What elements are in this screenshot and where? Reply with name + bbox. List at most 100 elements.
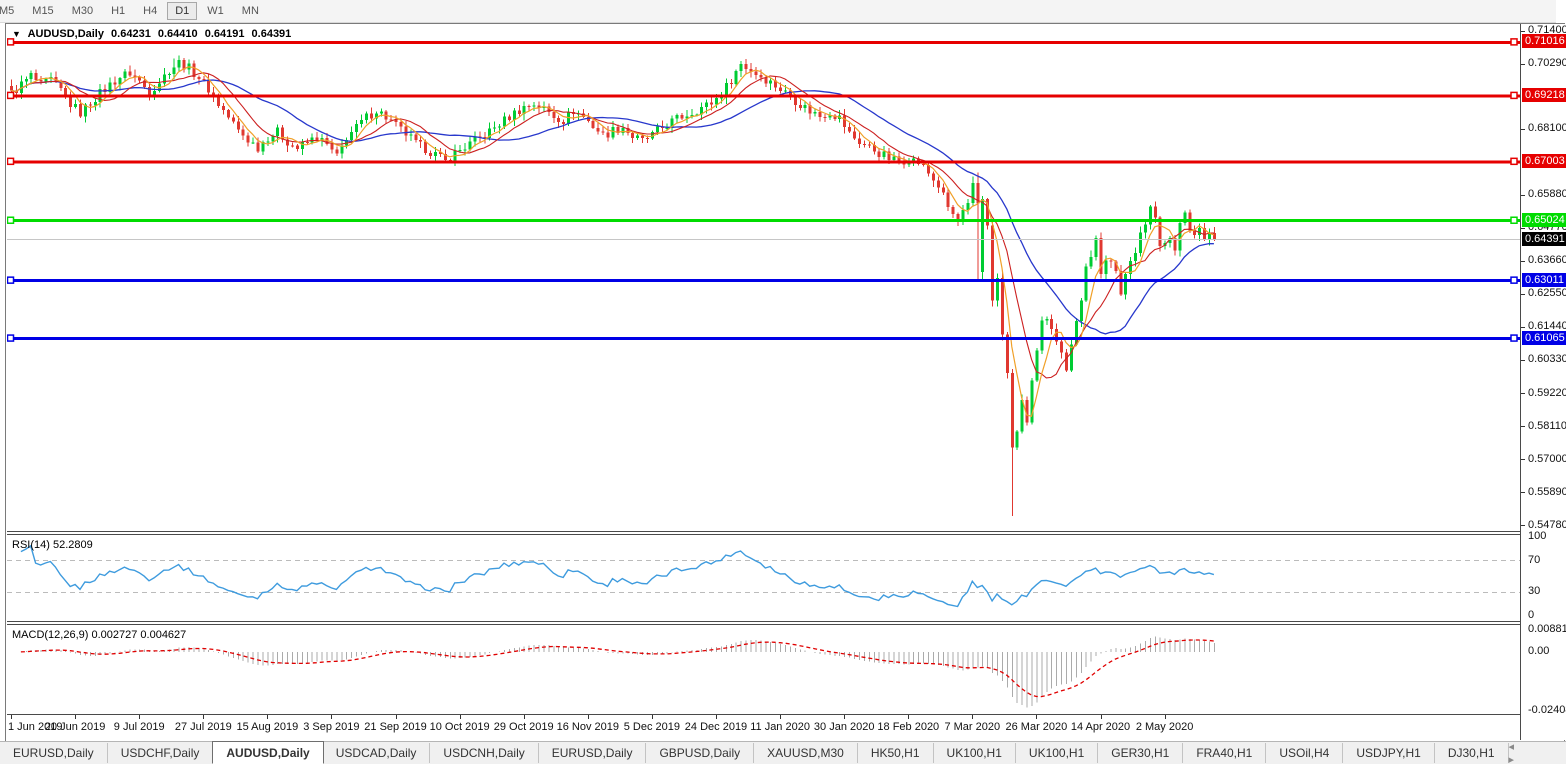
chart-tab-fra40-h1[interactable]: FRA40,H1 [1183, 743, 1267, 763]
price-tick-label: 0.57000 [1528, 452, 1566, 465]
candle-body [719, 97, 723, 99]
time-tick-label: 18 Feb 2020 [877, 721, 940, 733]
time-tick-mark [11, 715, 12, 719]
candle-body [951, 206, 955, 215]
time-tick-mark [459, 715, 461, 719]
pane-splitter[interactable] [7, 621, 1520, 622]
candle-body [887, 151, 891, 160]
candle-body [1138, 232, 1142, 253]
timeframe-button-d1[interactable]: D1 [167, 2, 198, 20]
horizontal-level-line[interactable] [7, 216, 1520, 224]
time-tick-mark [716, 715, 717, 719]
chart-tab-eurusd-daily[interactable]: EURUSD,Daily [0, 743, 108, 763]
candle-body [626, 128, 630, 133]
chart-tab-usdcnh-daily[interactable]: USDCNH,Daily [430, 743, 539, 763]
slow-ma-line[interactable] [10, 79, 1214, 335]
timeframe-button-m30[interactable]: M30 [71, 5, 94, 17]
timeframe-button-h4[interactable]: H4 [143, 5, 158, 17]
level-line-right-handle[interactable] [1510, 334, 1518, 342]
candle-body [108, 82, 112, 92]
level-line-left-handle[interactable] [7, 157, 15, 166]
candle-body [729, 82, 733, 84]
tab-scroll-arrows[interactable]: ◂ ▸ [1508, 741, 1529, 766]
chart-tab-eurusd-daily[interactable]: EURUSD,Daily [539, 743, 647, 763]
rsi-pane-canvas[interactable] [7, 535, 1520, 621]
time-tick-label: 27 Jul 2019 [174, 721, 232, 733]
chart-tab-usdchf-daily[interactable]: USDCHF,Daily [108, 743, 214, 763]
pane-splitter[interactable] [7, 534, 1520, 535]
pane-splitter[interactable] [7, 624, 1520, 625]
candle-body [424, 141, 428, 154]
chart-tab-uk100-h1[interactable]: UK100,H1 [1016, 743, 1099, 763]
time-tick-label: 10 Oct 2019 [429, 721, 490, 733]
level-line-left-handle[interactable] [7, 216, 15, 224]
timeframe-button-mn[interactable]: MN [241, 5, 259, 17]
candle-body [981, 199, 985, 273]
level-line-left-handle[interactable] [7, 276, 15, 284]
price-tick-label: 0.68100 [1528, 122, 1566, 135]
horizontal-level-line[interactable] [7, 38, 1520, 46]
level-line-left-handle[interactable] [7, 91, 15, 100]
candle-body [182, 59, 186, 70]
level-line-right-handle[interactable] [1510, 216, 1518, 224]
candle-body [93, 102, 97, 106]
level-line-right-handle[interactable] [1510, 157, 1518, 166]
candle-body [1114, 261, 1118, 271]
horizontal-level-line[interactable] [7, 276, 1520, 284]
price-tick-mark [1521, 194, 1525, 196]
macd-histogram [20, 636, 1215, 708]
level-line-left-handle[interactable] [7, 334, 15, 342]
chart-tab-xauusd-m30[interactable]: XAUUSD,M30 [754, 743, 858, 763]
horizontal-level-line[interactable] [7, 334, 1520, 342]
price-tick-mark [1521, 326, 1525, 328]
mid-ma-line[interactable] [10, 72, 1214, 379]
price-axis[interactable]: 0.71400 0.70290 0.68100 0.65880 0.64770 0.636… [1520, 24, 1566, 740]
chart-tab-usdcad-daily[interactable]: USDCAD,Daily [323, 743, 431, 763]
candle-body [286, 139, 290, 146]
candle-body [833, 115, 837, 119]
one-click-trading-icon[interactable]: ▼ [12, 29, 21, 39]
candle-body [1040, 320, 1044, 351]
level-line-right-handle[interactable] [1510, 38, 1518, 46]
time-tick-mark [203, 715, 205, 719]
level-line-left-handle[interactable] [7, 38, 15, 46]
timeframe-button-m5[interactable]: M5 [0, 5, 15, 17]
chart-tab-gbpusd-daily[interactable]: GBPUSD,Daily [646, 743, 755, 763]
chart-tab-hk50-h1[interactable]: HK50,H1 [858, 743, 934, 763]
level-line-right-handle[interactable] [1510, 91, 1518, 100]
candle-body [749, 68, 753, 72]
price-tick-label: 0.70290 [1528, 57, 1566, 69]
candle-body [1148, 206, 1152, 225]
horizontal-level-line[interactable] [7, 157, 1520, 166]
candle-body [443, 153, 447, 161]
price-tick-mark [1521, 393, 1525, 394]
candle-body [941, 187, 945, 193]
candle-body [636, 135, 640, 138]
pane-splitter[interactable] [7, 531, 1520, 532]
candle-body [281, 127, 285, 140]
candle-body [291, 145, 295, 147]
candle-body [764, 77, 768, 84]
chart-tab-uk100-h1[interactable]: UK100,H1 [934, 743, 1016, 763]
chart-tab-ger30-h1[interactable]: GER30,H1 [1098, 743, 1184, 763]
macd-pane-canvas[interactable] [7, 625, 1520, 714]
timeframe-button-h1[interactable]: H1 [111, 5, 126, 17]
time-tick-label: 3 Sep 2019 [303, 721, 360, 733]
time-axis[interactable]: 1 Jun 2019 20 Jun 2019 9 Jul 2019 27 Jul 20… [7, 715, 1520, 739]
chart-tab-usoil-h4[interactable]: USOil,H4 [1266, 743, 1344, 763]
chart-tab-dj30-h1[interactable]: DJ30,H1 [1435, 743, 1509, 763]
horizontal-level-line[interactable] [7, 91, 1520, 100]
timeframe-button-w1[interactable]: W1 [207, 5, 224, 17]
timeframe-button-m15[interactable]: M15 [32, 5, 54, 17]
candle-body [803, 105, 807, 108]
level-line-right-handle[interactable] [1510, 276, 1518, 284]
chart-tab-usdjpy-h1[interactable]: USDJPY,H1 [1343, 743, 1435, 763]
candle-body [680, 115, 684, 119]
time-tick-mark [587, 715, 589, 719]
fast-ma-line[interactable] [10, 66, 1215, 418]
price-chart-canvas[interactable] [7, 25, 1520, 531]
candle-body [453, 150, 457, 163]
candle-body [788, 90, 792, 98]
chart-tab-audusd-daily[interactable]: AUDUSD,Daily [212, 740, 324, 764]
candle-body [507, 116, 511, 121]
